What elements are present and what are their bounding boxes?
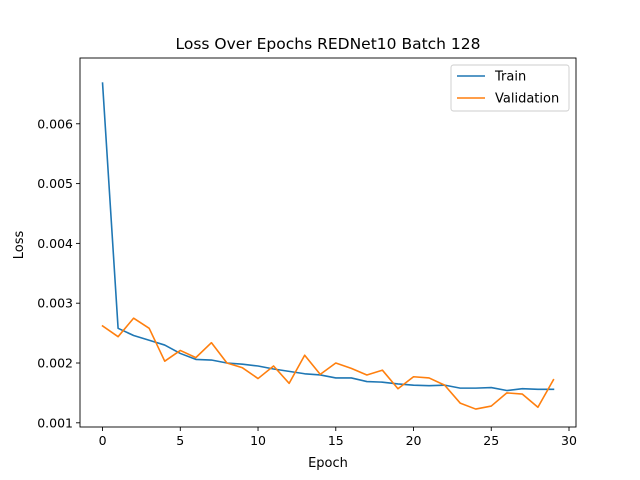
chart-title: Loss Over Epochs REDNet10 Batch 128 (175, 35, 480, 53)
axes: 0 5 10 15 20 25 30 0.001 0.002 0.003 0.004 0.005 0.0… (37, 57, 577, 448)
series-line-validation (101, 317, 555, 410)
y-tick-label: 0.001 (37, 415, 73, 430)
y-axis-label: Loss (12, 231, 27, 260)
x-axis-label: Epoch (308, 456, 348, 471)
y-tick-label: 0.006 (37, 116, 73, 131)
y-tick-label: 0.002 (37, 356, 73, 371)
axes-frame (79, 57, 577, 428)
x-tick-label: 20 (406, 433, 422, 448)
x-tick-label: 10 (250, 433, 266, 448)
legend-label-train: Train (494, 70, 526, 85)
legend: Train Validation (450, 64, 570, 112)
x-tick-label: 30 (561, 433, 577, 448)
x-tick-label: 5 (176, 433, 184, 448)
x-tick-label: 25 (483, 433, 499, 448)
legend-label-validation: Validation (495, 92, 559, 107)
y-tick-label: 0.004 (37, 236, 73, 251)
y-tick-label: 0.003 (37, 296, 73, 311)
plot-area (101, 82, 555, 410)
x-tick-label: 0 (99, 433, 107, 448)
x-tick-label: 15 (328, 433, 344, 448)
y-tick-label: 0.005 (37, 176, 73, 191)
